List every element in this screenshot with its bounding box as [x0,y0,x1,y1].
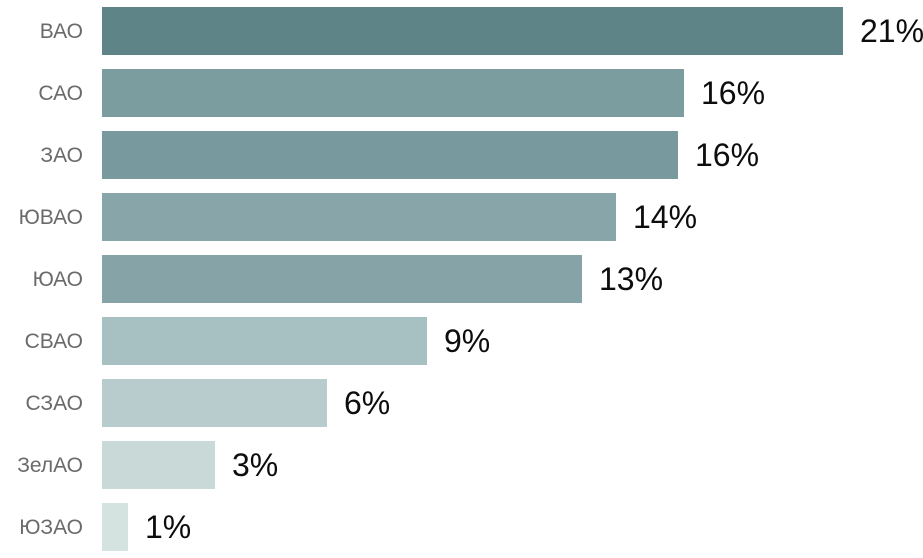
bar [102,503,128,551]
value-label: 14% [633,199,698,235]
bar-row: ЮАО 13% [0,248,923,310]
bar-track: 1% [102,496,923,558]
bar-track: 16% [102,124,923,186]
category-label: ЗАО [40,143,83,167]
category-label: ЮВАО [18,205,83,229]
bar-track: 9% [102,310,923,372]
bar-track: 21% [102,0,923,62]
bar [102,131,678,179]
bar-track: 14% [102,186,923,248]
value-label: 9% [444,323,491,359]
bar-row: САО 16% [0,62,923,124]
bar-row: ВАО 21% [0,0,923,62]
bar-row: ЮЗАО 1% [0,496,923,558]
value-label: 1% [145,509,192,545]
bar-track: 13% [102,248,923,310]
bar-track: 3% [102,434,923,496]
bar-row: ЗелАО 3% [0,434,923,496]
value-label: 16% [701,75,766,111]
category-label: ВАО [39,19,83,43]
value-label: 16% [695,137,760,173]
bar [102,193,616,241]
value-label: 3% [232,447,279,483]
bar-row: ЮВАО 14% [0,186,923,248]
bar [102,379,327,427]
category-label: ЗелАО [17,453,83,477]
bar-track: 6% [102,372,923,434]
bar-track: 16% [102,62,923,124]
bar [102,317,427,365]
value-label: 6% [344,385,391,421]
bar [102,441,215,489]
bar-row: ЗАО 16% [0,124,923,186]
value-label: 13% [599,261,664,297]
bar-row: СЗАО 6% [0,372,923,434]
category-label: САО [38,81,83,105]
category-label: ЮАО [32,267,83,291]
bar [102,69,684,117]
value-label: 21% [860,13,923,49]
category-label: ЮЗАО [19,515,83,539]
category-label: СВАО [24,329,83,353]
bar [102,7,843,55]
bar [102,255,582,303]
bar-row: СВАО 9% [0,310,923,372]
category-label: СЗАО [25,391,84,415]
